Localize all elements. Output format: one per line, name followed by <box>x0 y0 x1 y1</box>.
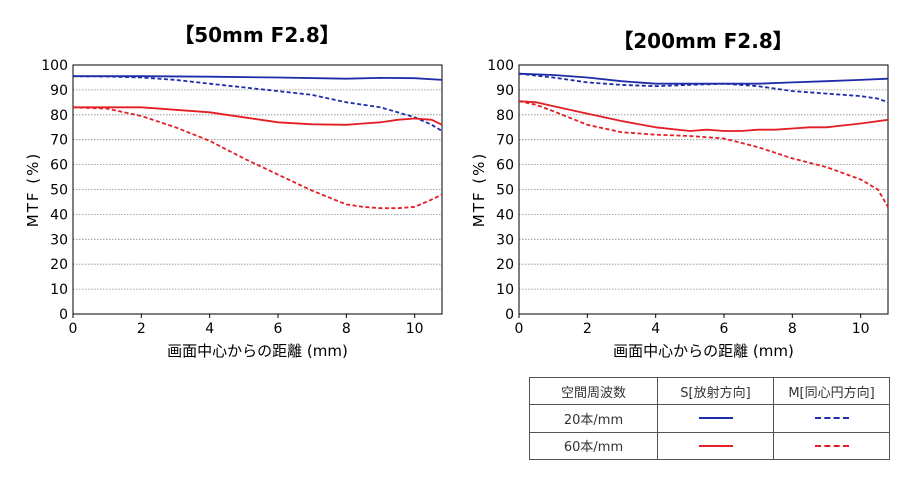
x-tick-label: 6 <box>720 321 729 337</box>
x-tick-label: 4 <box>651 321 660 337</box>
y-tick-label: 100 <box>487 58 514 74</box>
y-tick-label: 10 <box>496 282 514 298</box>
y-tick-label: 70 <box>50 133 68 149</box>
y-tick-label: 40 <box>496 207 514 223</box>
series-line <box>73 75 443 81</box>
y-tick-label: 0 <box>59 307 68 323</box>
series-line <box>518 100 889 132</box>
plot-frame <box>518 64 889 315</box>
y-tick-label: 60 <box>50 158 68 174</box>
dashed-line-swatch <box>814 417 849 420</box>
legend-label-60: 60本/mm <box>529 431 658 461</box>
legend-swatch-60-meridional <box>773 431 890 461</box>
legend-header-frequency: 空間周波数 <box>529 376 658 406</box>
chart-2: 【200mm F2.8】 0 10 20 30 40 50 60 70 80 90 100 0 2 4 6 8 1… <box>470 29 889 360</box>
legend-label-20: 20本/mm <box>529 404 658 433</box>
legend-header-row: 空間周波数 S[放射方向] M[同心円方向] <box>529 376 890 406</box>
series-line <box>73 106 443 126</box>
y-tick-label: 0 <box>505 307 514 323</box>
x-tick-label: 10 <box>406 321 424 337</box>
plot-frame <box>72 64 443 315</box>
series-line <box>518 72 889 85</box>
x-tick-label: 0 <box>69 321 78 337</box>
x-axis-label: 画面中心からの距離 (mm) <box>613 342 794 360</box>
legend-swatch-20-meridional <box>773 404 890 433</box>
y-tick-label: 60 <box>496 158 514 174</box>
series-line <box>518 100 889 208</box>
x-tick-label: 2 <box>583 321 592 337</box>
solid-line-swatch <box>698 417 733 420</box>
series-line <box>72 75 443 132</box>
y-tick-label: 90 <box>496 83 514 99</box>
y-axis-label: MTF (%) <box>24 152 42 227</box>
x-tick-label: 8 <box>342 321 351 337</box>
chart-title: 【50mm F2.8】 <box>174 23 340 47</box>
x-tick-label: 6 <box>274 321 283 337</box>
legend-header-sagittal: S[放射方向] <box>657 376 774 406</box>
y-tick-label: 50 <box>496 183 514 199</box>
x-tick-label: 2 <box>137 321 146 337</box>
y-tick-label: 50 <box>50 183 68 199</box>
x-axis-label: 画面中心からの距離 (mm) <box>167 342 348 360</box>
legend-header-meridional: M[同心円方向] <box>773 376 890 406</box>
chart-1: 【50mm F2.8】 0 10 20 30 40 50 60 70 80 90 100 0 2 4 6 8 10… <box>24 23 443 360</box>
y-tick-label: 90 <box>50 83 68 99</box>
y-tick-label: 100 <box>41 58 68 74</box>
legend-table: 空間周波数 S[放射方向] M[同心円方向] 20本/mm 60本/mm <box>529 376 890 461</box>
x-tick-label: 10 <box>852 321 870 337</box>
y-tick-label: 30 <box>50 232 68 248</box>
x-tick-label: 0 <box>515 321 524 337</box>
legend-swatch-60-sagittal <box>657 431 774 461</box>
chart-title: 【200mm F2.8】 <box>613 29 792 53</box>
y-tick-label: 20 <box>496 257 514 273</box>
y-tick-label: 30 <box>496 232 514 248</box>
dashed-line-swatch <box>814 444 849 447</box>
y-tick-label: 10 <box>50 282 68 298</box>
x-tick-label: 8 <box>788 321 797 337</box>
y-axis-label: MTF (%) <box>470 152 488 227</box>
legend-row-60: 60本/mm <box>529 431 890 461</box>
y-tick-label: 40 <box>50 207 68 223</box>
series-line <box>518 72 889 104</box>
legend-row-20: 20本/mm <box>529 404 890 433</box>
y-tick-label: 80 <box>50 108 68 124</box>
solid-line-swatch <box>698 444 733 447</box>
x-tick-label: 4 <box>205 321 214 337</box>
series-line <box>72 106 443 210</box>
legend-swatch-20-sagittal <box>657 404 774 433</box>
y-tick-label: 20 <box>50 257 68 273</box>
y-tick-label: 80 <box>496 108 514 124</box>
y-tick-label: 70 <box>496 133 514 149</box>
